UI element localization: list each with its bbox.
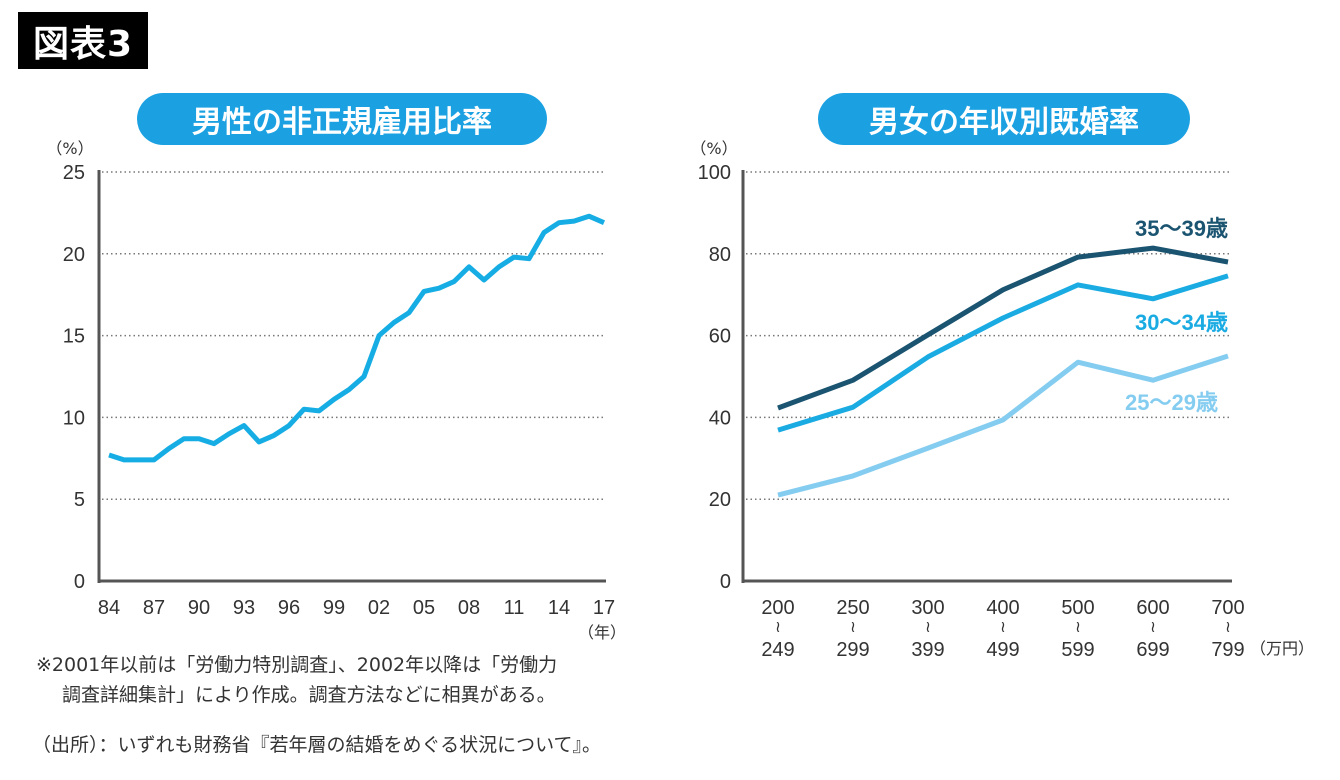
figure-label: 図表3 — [18, 12, 148, 69]
right-chart: 020406080100（%）200≀249250≀299300≀399400≀… — [690, 139, 1314, 661]
x-tick-label: 14 — [548, 597, 570, 619]
x-axis-unit: （年） — [578, 623, 626, 642]
x-tick-label: 02 — [368, 597, 390, 619]
y-axis-unit: （%） — [46, 139, 93, 158]
series-line — [108, 213, 605, 463]
y-tick-label: 100 — [698, 162, 731, 184]
x-tick-label-bottom: 599 — [1061, 639, 1094, 661]
x-tick-label: 90 — [188, 597, 210, 619]
footnote-line-2: 調査詳細集計」により作成。調査方法などに相異がある。 — [62, 684, 556, 706]
x-tick-label: 93 — [233, 597, 255, 619]
x-tick-label-top: 600 — [1136, 597, 1169, 619]
y-tick-label: 10 — [63, 407, 85, 429]
x-tick-label-bottom: 249 — [761, 639, 794, 661]
x-tick-range-mark: ≀ — [925, 617, 931, 636]
series-line-age_25_29 — [777, 353, 1229, 498]
x-tick-label: 08 — [458, 597, 480, 619]
x-tick-label-top: 500 — [1061, 597, 1094, 619]
y-tick-label: 0 — [720, 571, 731, 593]
y-tick-label: 20 — [709, 489, 731, 511]
y-tick-label: 60 — [709, 326, 731, 348]
x-tick-range-mark: ≀ — [850, 617, 856, 636]
x-tick-label-top: 250 — [836, 597, 869, 619]
x-tick-range-mark: ≀ — [1150, 617, 1156, 636]
series-label-age_25_29: 25〜29歳 — [1125, 390, 1218, 415]
source-note: （出所）：いずれも財務省『若年層の結婚をめぐる状況について』。 — [32, 734, 602, 756]
y-tick-label: 0 — [74, 571, 85, 593]
x-tick-label: 05 — [413, 597, 435, 619]
x-tick-range-mark: ≀ — [1000, 617, 1006, 636]
y-tick-label: 25 — [63, 162, 85, 184]
x-tick-label: 84 — [98, 597, 120, 619]
footnote: ※2001年以前は「労働力特別調査」、2002年以降は「労働力 調査詳細集計」に… — [36, 650, 656, 710]
y-axis-unit: （%） — [690, 139, 737, 158]
x-tick-label: 11 — [504, 597, 525, 619]
y-tick-label: 40 — [709, 407, 731, 429]
x-tick-label: 87 — [143, 597, 165, 619]
x-tick-label-bottom: 399 — [911, 639, 944, 661]
y-tick-label: 20 — [63, 244, 85, 266]
x-tick-label: 17 — [593, 597, 615, 619]
y-tick-label: 5 — [74, 489, 85, 511]
series-label-age_30_34: 30〜34歳 — [1135, 310, 1228, 335]
footnote-line-1: ※2001年以前は「労働力特別調査」、2002年以降は「労働力 — [36, 654, 558, 676]
x-tick-range-mark: ≀ — [1075, 617, 1081, 636]
y-tick-label: 15 — [63, 326, 85, 348]
x-tick-label-bottom: 299 — [836, 639, 869, 661]
y-tick-label: 80 — [709, 244, 731, 266]
x-tick-range-mark: ≀ — [1225, 617, 1231, 636]
x-tick-label-top: 200 — [761, 597, 794, 619]
x-tick-label: 99 — [323, 597, 345, 619]
right-chart-title: 男女の年収別既婚率 — [818, 93, 1190, 145]
x-tick-label-bottom: 699 — [1136, 639, 1169, 661]
x-tick-label-bottom: 799 — [1211, 639, 1244, 661]
x-tick-label-top: 700 — [1211, 597, 1244, 619]
left-chart-title: 男性の非正規雇用比率 — [137, 93, 547, 145]
x-axis-unit: （万円） — [1250, 639, 1314, 658]
x-tick-range-mark: ≀ — [775, 617, 781, 636]
x-tick-label-bottom: 499 — [986, 639, 1019, 661]
x-tick-label: 96 — [278, 597, 300, 619]
x-tick-label-top: 300 — [911, 597, 944, 619]
x-tick-label-top: 400 — [986, 597, 1019, 619]
series-label-age_35_39: 35〜39歳 — [1135, 216, 1228, 241]
